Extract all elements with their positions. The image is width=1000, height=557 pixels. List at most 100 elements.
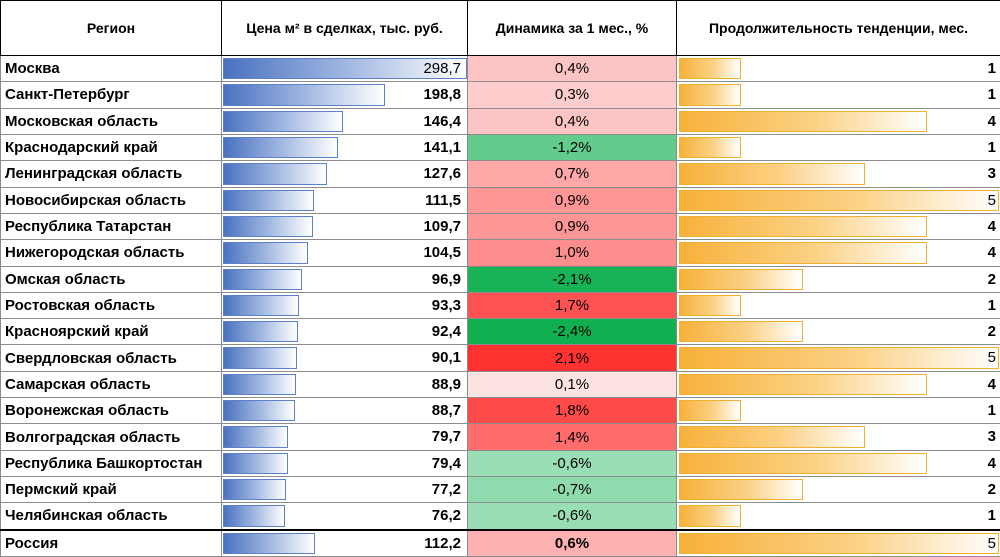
duration-cell: 1 [676,502,1000,531]
price-value: 76,2 [431,507,461,525]
dynamics-cell: -0,6% [467,502,677,531]
price-cell: 111,5 [221,186,468,214]
price-cell: 127,6 [221,160,468,188]
price-cell: 90,1 [221,344,468,372]
duration-value: 1 [987,296,996,314]
duration-value: 4 [987,454,996,472]
duration-bar [679,400,741,422]
region-cell: Самарская область [0,370,222,399]
duration-bar [679,373,927,396]
region-cell: Новосибирская область [0,186,222,214]
dynamics-cell: -0,7% [467,475,677,504]
price-bar [223,479,286,501]
header-price: Цена м² в сделках, тыс. руб. [221,0,468,56]
table-row: Москва 298,7 0,4% 1 [0,54,1000,83]
duration-bar [679,505,741,527]
region-cell: Республика Башкортостан [0,449,222,478]
duration-value: 2 [987,270,996,288]
header-dynamics: Динамика за 1 мес., % [467,0,677,56]
price-bar [223,505,285,527]
duration-value: 4 [987,375,996,393]
price-value: 109,7 [423,217,461,235]
duration-bar [679,84,741,106]
duration-bar [679,189,999,211]
price-bar [223,110,343,132]
price-bar [223,400,295,422]
table-row: Пермский край 77,2 -0,7% 2 [0,475,1000,504]
price-bar [223,189,314,211]
price-cell: 76,2 [221,502,468,531]
price-bar [223,532,315,554]
duration-cell: 1 [676,133,1000,162]
duration-bar [679,426,865,448]
duration-value: 1 [987,138,996,156]
duration-cell: 5 [676,186,1000,214]
table-body: Москва 298,7 0,4% 1 Санкт-Петербург 198,8 0,3%… [0,54,1000,557]
dynamics-cell: 1,4% [467,423,677,451]
price-bar [223,163,327,185]
price-value: 127,6 [423,165,461,183]
duration-cell: 1 [676,54,1000,83]
region-cell: Московская область [0,107,222,135]
dynamics-cell: 0,6% [467,528,677,557]
price-cell: 104,5 [221,239,468,267]
dynamics-cell: 0,9% [467,212,677,241]
price-cell: 298,7 [221,54,468,83]
price-cell: 88,7 [221,397,468,425]
region-cell: Челябинская область [0,502,222,531]
price-cell: 88,9 [221,370,468,399]
price-value: 198,8 [423,86,461,104]
price-bar [223,84,385,106]
duration-bar [679,136,741,159]
duration-cell: 5 [676,528,1000,557]
region-cell: Воронежская область [0,397,222,425]
duration-value: 1 [987,60,996,77]
dynamics-cell: 2,1% [467,344,677,372]
duration-value: 1 [987,507,996,525]
duration-bar [679,110,927,132]
header-region: Регион [0,0,222,56]
region-cell: Краснодарский край [0,133,222,162]
duration-bar [679,294,741,317]
table-row: Ростовская область 93,3 1,7% 1 [0,291,1000,320]
price-cell: 112,2 [221,528,468,557]
duration-bar [679,242,927,264]
duration-bar [679,452,927,474]
header-row: Регион Цена м² в сделках, тыс. руб. Дина… [0,0,1000,56]
dynamics-cell: 0,4% [467,54,677,83]
price-value: 298,7 [423,60,461,77]
price-value: 112,2 [424,534,461,552]
price-cell: 146,4 [221,107,468,135]
price-value: 88,9 [431,375,461,393]
price-cell: 96,9 [221,265,468,293]
duration-value: 5 [987,534,996,552]
duration-bar [679,268,803,290]
price-cell: 93,3 [221,291,468,320]
region-cell: Красноярский край [0,318,222,346]
duration-cell: 5 [676,344,1000,372]
dynamics-cell: 1,8% [467,397,677,425]
duration-cell: 4 [676,370,1000,399]
duration-cell: 4 [676,449,1000,478]
price-cell: 92,4 [221,318,468,346]
price-bar [223,242,308,264]
price-bar [223,294,299,317]
duration-bar [679,58,741,80]
table-row: Санкт-Петербург 198,8 0,3% 1 [0,81,1000,109]
price-bar [223,373,296,396]
price-bar [223,452,288,474]
table-row: Новосибирская область 111,5 0,9% 5 [0,186,1000,214]
duration-bar [679,532,999,554]
region-cell: Республика Татарстан [0,212,222,241]
duration-cell: 1 [676,81,1000,109]
price-value: 90,1 [431,349,461,367]
duration-bar [679,215,927,238]
price-value: 141,1 [423,138,461,156]
table-row: Краснодарский край 141,1 -1,2% 1 [0,133,1000,162]
duration-cell: 4 [676,239,1000,267]
table-row: Воронежская область 88,7 1,8% 1 [0,397,1000,425]
duration-cell: 2 [676,475,1000,504]
price-cell: 141,1 [221,133,468,162]
duration-cell: 1 [676,397,1000,425]
